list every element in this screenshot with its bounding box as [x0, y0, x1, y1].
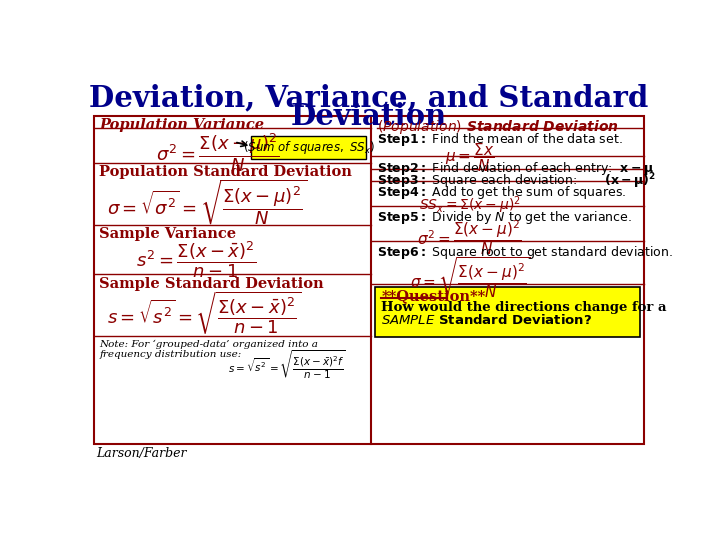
Text: $\sigma^2 = \dfrac{\Sigma(x-\mu)^2}{N}$: $\sigma^2 = \dfrac{\Sigma(x-\mu)^2}{N}$	[418, 219, 522, 257]
Text: $SS_x = \Sigma(x-\mu)^2$: $SS_x = \Sigma(x-\mu)^2$	[419, 194, 521, 216]
Text: $\sigma^2 = \dfrac{\Sigma(x-\mu)^2}{N}$: $\sigma^2 = \dfrac{\Sigma(x-\mu)^2}{N}$	[156, 131, 279, 174]
Text: Population Variance: Population Variance	[99, 118, 264, 132]
Text: $\mathbf{Step2:}$ Find deviation of each entry:  $\mathbf{x - \mu}$: $\mathbf{Step2:}$ Find deviation of each…	[377, 159, 654, 177]
Text: $\sigma = \sqrt{\dfrac{\Sigma(x-\mu)^2}{N}}$: $\sigma = \sqrt{\dfrac{\Sigma(x-\mu)^2}{…	[410, 255, 530, 299]
Text: $(Sum\ of\ squares,\ SS_x)$: $(Sum\ of\ squares,\ SS_x)$	[243, 139, 374, 156]
Text: Deviation, Variance, and Standard: Deviation, Variance, and Standard	[89, 83, 649, 112]
Text: Note: For ‘grouped-data’ organized into a: Note: For ‘grouped-data’ organized into …	[99, 340, 318, 349]
Text: $s = \sqrt{s^2} = \sqrt{\dfrac{\Sigma(x-\bar{x})^2}{n-1}}$: $s = \sqrt{s^2} = \sqrt{\dfrac{\Sigma(x-…	[107, 289, 302, 336]
Text: Larson/Farber: Larson/Farber	[96, 447, 186, 460]
Text: Deviation: Deviation	[291, 102, 447, 131]
Text: $\sigma = \sqrt{\sigma^2} = \sqrt{\dfrac{\Sigma(x-\mu)^2}{N}}$: $\sigma = \sqrt{\sigma^2} = \sqrt{\dfrac…	[107, 177, 307, 227]
Bar	[375, 287, 640, 338]
Text: $\mathit{SAMPLE}$ Standard Deviation?: $\mathit{SAMPLE}$ Standard Deviation?	[382, 313, 593, 327]
Text: $s^2 = \dfrac{\Sigma(x-\bar{x})^2}{n-1}$: $s^2 = \dfrac{\Sigma(x-\bar{x})^2}{n-1}$	[137, 239, 257, 280]
Text: frequency distribution use:: frequency distribution use:	[99, 350, 241, 359]
Text: $s = \sqrt{s^2} = \sqrt{\dfrac{\Sigma(x-\bar{x})^2 f}{n-1}}$: $s = \sqrt{s^2} = \sqrt{\dfrac{\Sigma(x-…	[228, 348, 346, 381]
Text: $\mathbf{Step1:}$ Find the mean of the data set.: $\mathbf{Step1:}$ Find the mean of the d…	[377, 131, 623, 148]
Text: $\mathbf{Step6:}$ Square root to get standard deviation.: $\mathbf{Step6:}$ Square root to get sta…	[377, 244, 672, 261]
Text: $\mu = \dfrac{\Sigma x}{N}$: $\mu = \dfrac{\Sigma x}{N}$	[445, 141, 495, 174]
Text: Population Standard Deviation: Population Standard Deviation	[99, 165, 352, 179]
Text: Sample Standard Deviation: Sample Standard Deviation	[99, 276, 324, 291]
Bar	[251, 136, 366, 159]
Text: How would the directions change for a: How would the directions change for a	[382, 301, 667, 314]
Text: Sample Variance: Sample Variance	[99, 227, 236, 241]
Text: $\mathbf{Step5:}$ Divide by $N$ to get the variance.: $\mathbf{Step5:}$ Divide by $N$ to get t…	[377, 209, 632, 226]
Text: $\mathbf{Step4:}$ Add to get the sum of squares.: $\mathbf{Step4:}$ Add to get the sum of …	[377, 184, 626, 201]
Bar	[94, 116, 644, 444]
Text: $\mathbf{Step3:}$ Square each deviation:       $\mathbf{(x - \mu)^2}$: $\mathbf{Step3:}$ Square each deviation:…	[377, 172, 656, 192]
Text: $\mathit{(Population)}$ Standard Deviation: $\mathit{(Population)}$ Standard Deviati…	[377, 118, 618, 136]
Text: **Question**: **Question**	[382, 289, 486, 303]
